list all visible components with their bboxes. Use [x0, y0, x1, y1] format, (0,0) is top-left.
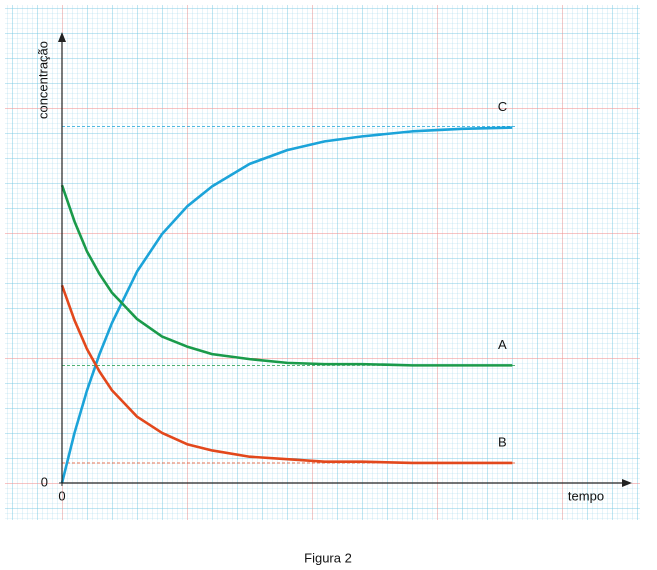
plot-area: [60, 125, 517, 484]
axes: [58, 32, 632, 487]
y-axis-label: concentração: [35, 41, 50, 119]
series-line: [60, 126, 513, 484]
series-label: A: [498, 337, 507, 352]
y-tick-label: 0: [41, 474, 48, 489]
x-axis-label: tempo: [568, 488, 604, 503]
series-line: [60, 284, 513, 465]
series-label: C: [498, 99, 507, 114]
graph-paper: [5, 5, 640, 520]
series-label: B: [498, 434, 507, 449]
series-line: [60, 184, 513, 367]
x-tick-label: 0: [58, 488, 65, 503]
caption: Figura 2: [304, 550, 352, 565]
